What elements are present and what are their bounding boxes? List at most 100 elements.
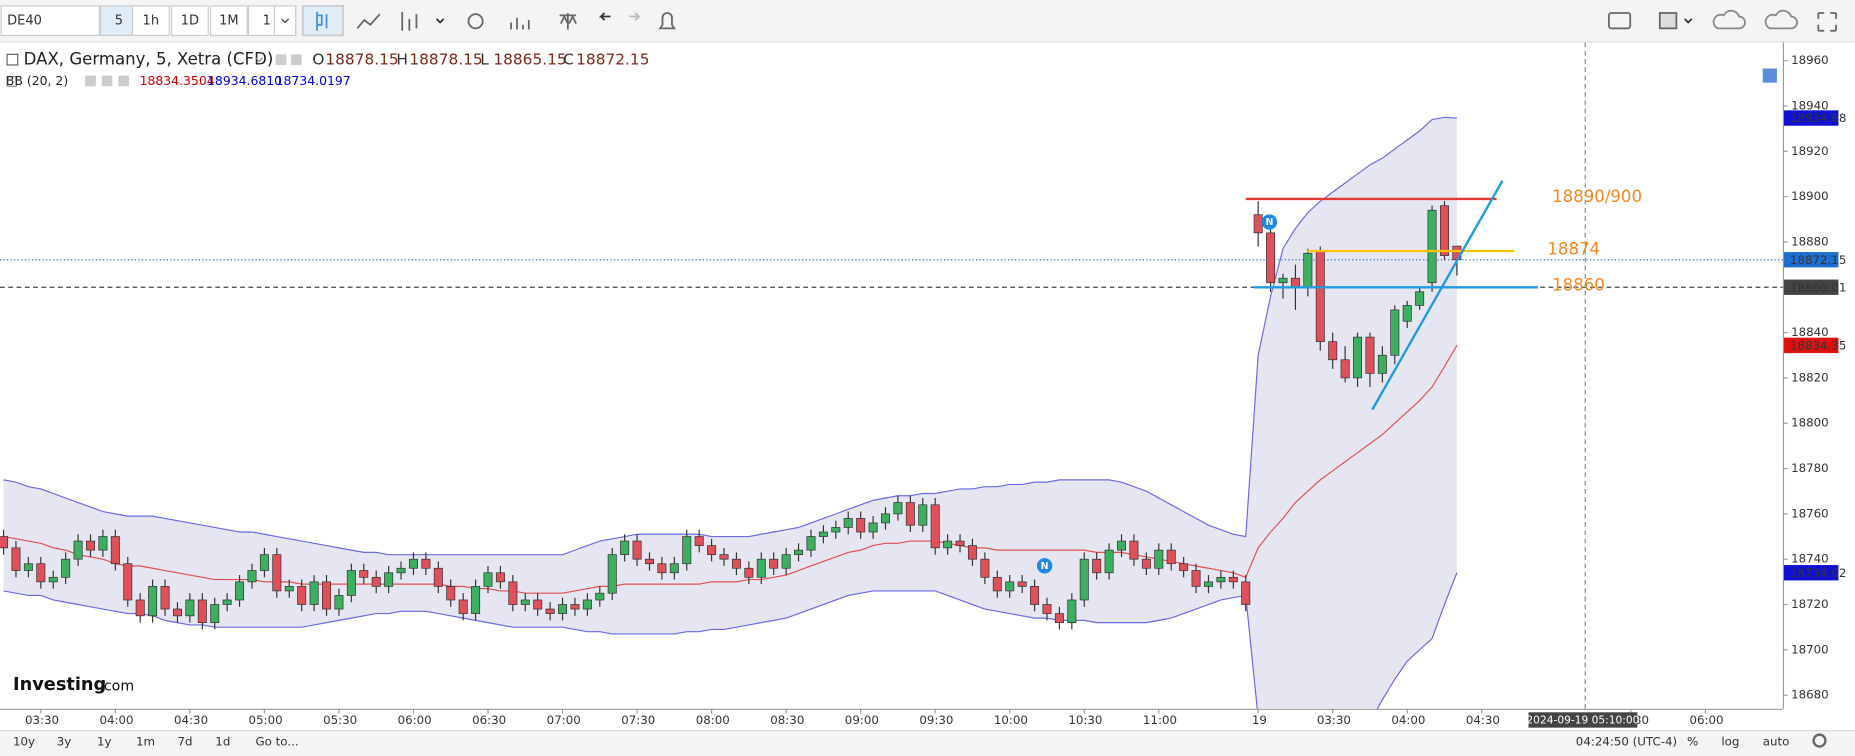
instrument: DAX, Germany, 5, Xetra (CFD) xyxy=(24,50,274,69)
y-tick-label: 18880 xyxy=(1791,234,1829,248)
symbol-input[interactable] xyxy=(0,5,100,37)
candle-body xyxy=(458,599,468,614)
candle-body xyxy=(1402,305,1412,322)
bollinger-upper xyxy=(3,116,1457,556)
y-tick-label: 18720 xyxy=(1791,597,1829,611)
candle-body xyxy=(1353,336,1363,379)
y-tick-label: 18760 xyxy=(1791,506,1829,520)
candle-body xyxy=(197,599,207,623)
candle-body xyxy=(719,554,729,560)
x-tick-label: 06:00 xyxy=(1689,713,1723,727)
range-button[interactable]: 3y xyxy=(57,734,72,748)
x-tick-label: 06:00 xyxy=(398,713,432,727)
candle-body xyxy=(582,599,592,610)
candle-body xyxy=(1303,252,1313,288)
candle-body xyxy=(421,558,431,569)
candle-body xyxy=(259,554,269,571)
candle-body xyxy=(1390,309,1400,356)
candle-body xyxy=(943,540,953,549)
candle-button[interactable] xyxy=(301,5,344,37)
candle-body xyxy=(495,572,505,583)
candle-body xyxy=(1278,277,1288,284)
price-tag xyxy=(1784,565,1839,581)
x-tick-label: 05:30 xyxy=(323,713,357,727)
ohlc-value: 18872.15 xyxy=(576,51,649,69)
ohlc-value: 18865.15 xyxy=(493,51,566,69)
candle-body xyxy=(483,572,493,587)
ohlc-value: 18878.15 xyxy=(409,51,482,69)
candle-body xyxy=(769,558,779,569)
x-tick-label: 08:00 xyxy=(696,713,730,727)
x-tick-label: 04:00 xyxy=(1391,713,1425,727)
candle-body xyxy=(558,604,568,614)
interval-button[interactable] xyxy=(170,5,209,37)
y-tick-label: 18740 xyxy=(1791,552,1829,566)
interval-button[interactable] xyxy=(99,5,138,37)
y-tick-label: 18900 xyxy=(1791,189,1829,203)
x-tick-label: 09:00 xyxy=(845,713,879,727)
candle-body xyxy=(545,608,555,614)
x-tick-label: 04:30 xyxy=(1466,713,1500,727)
range-button[interactable]: 7d xyxy=(177,734,192,748)
candle-body xyxy=(1154,549,1164,569)
candle-body xyxy=(533,599,543,610)
y-tick-label: 18820 xyxy=(1791,370,1829,384)
x-tick-label: 10:30 xyxy=(1068,713,1102,727)
scale-option[interactable]: log xyxy=(1721,734,1739,748)
range-button[interactable]: 10y xyxy=(13,734,35,748)
range-button[interactable]: 1y xyxy=(97,734,112,748)
x-tick-label: 19 xyxy=(1252,713,1267,727)
scale-option[interactable]: auto xyxy=(1763,734,1790,748)
candle-body xyxy=(1005,581,1015,592)
range-button[interactable]: 1d xyxy=(215,734,230,748)
clock: 04:24:50 (UTC-4) xyxy=(1576,734,1677,748)
range-button[interactable]: 1m xyxy=(136,734,155,748)
candle-body xyxy=(1067,599,1077,623)
candle-body xyxy=(297,586,307,605)
candle-body xyxy=(1117,540,1127,551)
settings[interactable] xyxy=(1812,733,1827,748)
candle-body xyxy=(570,604,580,610)
candle-body xyxy=(408,558,418,569)
x-tick-label: 09:30 xyxy=(919,713,953,727)
candle-body xyxy=(918,504,928,526)
ohlc-key: C xyxy=(563,51,574,69)
candle-body xyxy=(1054,613,1064,623)
candle-body xyxy=(371,576,381,587)
candle-body xyxy=(23,563,33,571)
panel-toggle[interactable] xyxy=(1762,68,1777,83)
event-marker[interactable] xyxy=(1261,214,1278,230)
interval-dropdown[interactable] xyxy=(273,5,297,37)
interval-label: 1D xyxy=(181,14,199,29)
candle-body xyxy=(0,536,9,549)
candle-body xyxy=(11,547,21,571)
candle-body xyxy=(36,563,46,583)
candle-body xyxy=(992,576,1002,592)
event-marker[interactable] xyxy=(1036,558,1053,574)
candle-body xyxy=(1104,549,1114,574)
candle-body xyxy=(1216,576,1226,583)
candle-body xyxy=(48,576,58,583)
bollinger-lower xyxy=(3,572,1458,709)
candle-body xyxy=(644,558,654,565)
candle-body xyxy=(309,581,319,605)
interval-button[interactable] xyxy=(131,5,170,37)
y-tick-label: 18920 xyxy=(1791,144,1829,158)
candle-body xyxy=(806,536,816,551)
x-tick-label: 05:00 xyxy=(249,713,283,727)
x-tick-label: 08:30 xyxy=(770,713,804,727)
range-button[interactable]: Go to... xyxy=(256,734,299,748)
interval-button[interactable] xyxy=(209,5,248,37)
candle-body xyxy=(1179,563,1189,571)
candle-body xyxy=(980,558,990,578)
candle-body xyxy=(595,592,605,601)
candle-body xyxy=(433,567,443,587)
candle-body xyxy=(123,563,133,601)
level-label: 18890/900 xyxy=(1552,187,1642,206)
candle-body xyxy=(1191,570,1201,587)
symbol: DE40 xyxy=(7,14,42,29)
scale-option[interactable]: % xyxy=(1687,734,1698,748)
event-label: N xyxy=(1265,217,1273,228)
candle-body xyxy=(1290,277,1300,288)
